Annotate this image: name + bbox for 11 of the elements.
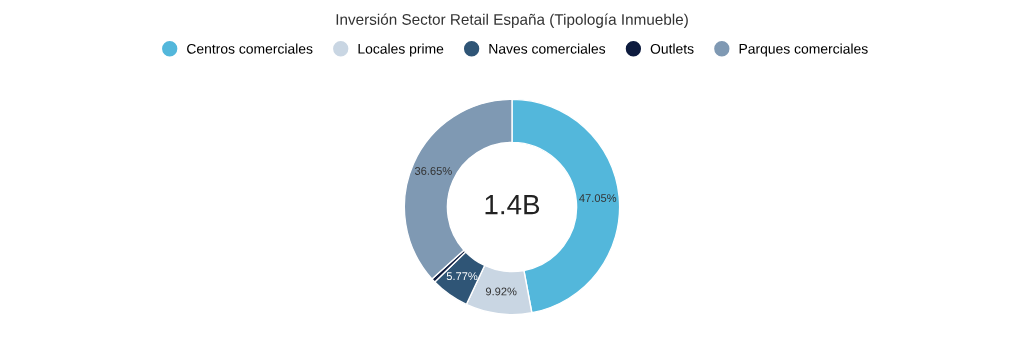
chart-title: Inversión Sector Retail España (Tipología Inmueble)	[336, 13, 688, 28]
legend-label: Outlets	[650, 43, 694, 54]
text: 1.4B	[485, 195, 540, 215]
legend-label: Centros comerciales	[187, 43, 313, 54]
legend-label: Locales prime	[358, 43, 444, 57]
legend-label: Naves comerciales	[489, 43, 606, 54]
data-label: 9.92%	[485, 287, 517, 296]
data-label: 36.65%	[414, 167, 452, 175]
data-label: 5.77%	[446, 272, 478, 281]
data-label: 47.05%	[579, 194, 617, 203]
legend-label: Parques comerciales	[739, 43, 868, 57]
